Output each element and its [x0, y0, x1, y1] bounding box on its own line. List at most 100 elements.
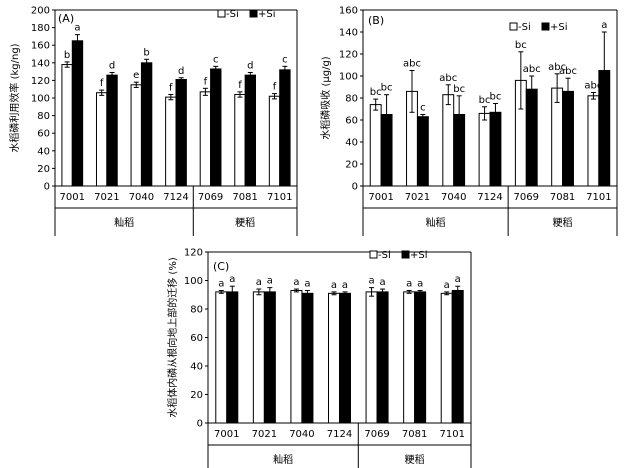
y-tick-label: 100 — [339, 72, 358, 83]
legend-label-minus-si: -Si — [226, 9, 239, 20]
bar-minus-si — [268, 95, 281, 187]
significance-letter: a — [74, 23, 80, 34]
legend-swatch-plus-si — [249, 9, 258, 18]
y-tick-label: 180 — [31, 23, 50, 34]
bar-plus-si — [376, 291, 389, 424]
significance-letter: a — [369, 276, 375, 287]
x-tick-label: 7021 — [94, 192, 119, 203]
x-tick-label: 7040 — [129, 192, 154, 203]
y-tick-label: 60 — [345, 116, 358, 127]
legend-label-plus-si: +Si — [550, 22, 568, 33]
bar-plus-si — [416, 116, 429, 187]
y-tick-label: 120 — [31, 76, 50, 87]
significance-letter: d — [109, 60, 115, 71]
y-tick-label: 0 — [352, 182, 358, 193]
significance-letter: f — [273, 82, 277, 93]
y-tick-label: 40 — [190, 362, 203, 373]
legend-swatch-minus-si — [217, 9, 226, 18]
significance-letter: abc — [439, 73, 457, 84]
significance-letter: abc — [584, 81, 602, 92]
bar-plus-si — [525, 88, 538, 187]
group-label: 粳稻 — [405, 453, 425, 466]
y-tick-label: 60 — [190, 333, 203, 344]
significance-letter: b — [64, 50, 70, 61]
significance-letter: bc — [479, 95, 491, 106]
significance-letter: a — [229, 274, 235, 285]
significance-letter: f — [238, 80, 242, 91]
significance-letter: abc — [523, 64, 541, 75]
significance-letter: a — [417, 278, 423, 289]
significance-letter: abc — [559, 66, 577, 77]
legend-label-plus-si: +Si — [258, 9, 276, 20]
y-axis-title: 水稻磷利用效率 (kg/ng) — [8, 43, 21, 152]
legend-label-plus-si: +Si — [410, 250, 428, 261]
legend-swatch-minus-si — [509, 22, 518, 31]
x-tick-label: 7069 — [364, 429, 389, 440]
bar-minus-si — [328, 292, 340, 424]
group-label: 籼稻 — [273, 453, 293, 466]
y-tick-label: 20 — [345, 160, 358, 171]
significance-letter: a — [304, 278, 310, 289]
x-tick-label: 7001 — [214, 429, 239, 440]
x-tick-label: 7040 — [441, 192, 466, 203]
x-tick-label: 7001 — [368, 192, 393, 203]
y-tick-label: 100 — [31, 94, 50, 105]
panel-label: (A) — [58, 12, 74, 25]
bar-minus-si — [165, 96, 177, 187]
y-tick-label: 140 — [339, 28, 358, 39]
x-tick-label: 7101 — [586, 192, 611, 203]
x-tick-label: 7021 — [405, 192, 430, 203]
bar-plus-si — [279, 69, 291, 187]
bar-minus-si — [61, 64, 73, 187]
bar-minus-si — [199, 91, 212, 187]
x-tick-label: 7081 — [402, 429, 427, 440]
significance-letter: a — [455, 274, 461, 285]
y-tick-label: 120 — [339, 50, 358, 61]
significance-letter: bc — [453, 84, 465, 95]
bar-plus-si — [226, 291, 239, 424]
significance-letter: a — [331, 280, 337, 291]
significance-letter: b — [143, 47, 149, 58]
significance-letter: a — [218, 278, 224, 289]
significance-letter: bc — [515, 40, 527, 51]
legend-label-minus-si: -Si — [378, 250, 391, 261]
bar-plus-si — [244, 74, 257, 187]
x-tick-label: 7001 — [60, 192, 85, 203]
x-tick-label: 7021 — [252, 429, 277, 440]
group-label: 籼稻 — [426, 216, 446, 229]
y-tick-label: 140 — [31, 58, 50, 69]
y-axis-title: 水稻磷吸收 (μg/g) — [319, 56, 332, 140]
y-tick-label: 20 — [37, 164, 50, 175]
significance-letter: c — [420, 103, 426, 114]
bar-minus-si — [290, 289, 303, 424]
x-tick-label: 7101 — [267, 192, 292, 203]
bar-minus-si — [252, 291, 265, 424]
bar-plus-si — [175, 79, 187, 187]
y-tick-label: 0 — [197, 419, 203, 430]
bar-minus-si — [369, 104, 382, 187]
group-label: 籼稻 — [114, 216, 134, 229]
significance-letter: d — [247, 60, 253, 71]
significance-letter: bc — [490, 92, 502, 103]
bar-minus-si — [478, 112, 491, 187]
bar-minus-si — [587, 95, 600, 187]
x-tick-label: 7124 — [327, 429, 352, 440]
significance-letter: a — [380, 277, 386, 288]
group-label: 粳稻 — [553, 216, 573, 229]
y-tick-label: 20 — [190, 390, 203, 401]
x-tick-label: 7081 — [232, 192, 257, 203]
y-tick-label: 0 — [44, 182, 50, 193]
significance-letter: a — [406, 278, 412, 289]
y-tick-label: 80 — [345, 94, 358, 105]
y-tick-label: 200 — [31, 6, 50, 17]
bar-plus-si — [140, 62, 153, 187]
significance-letter: f — [100, 78, 104, 89]
panel-label: (C) — [213, 260, 229, 273]
bar-minus-si — [234, 93, 246, 187]
bar-plus-si — [301, 292, 314, 424]
legend-label-minus-si: -Si — [518, 22, 531, 33]
significance-letter: f — [204, 76, 208, 87]
y-axis-title: 水稻体内磷从根向地上部的迁移 (%) — [166, 257, 179, 418]
significance-letter: d — [178, 66, 184, 77]
group-label: 粳稻 — [235, 216, 255, 229]
